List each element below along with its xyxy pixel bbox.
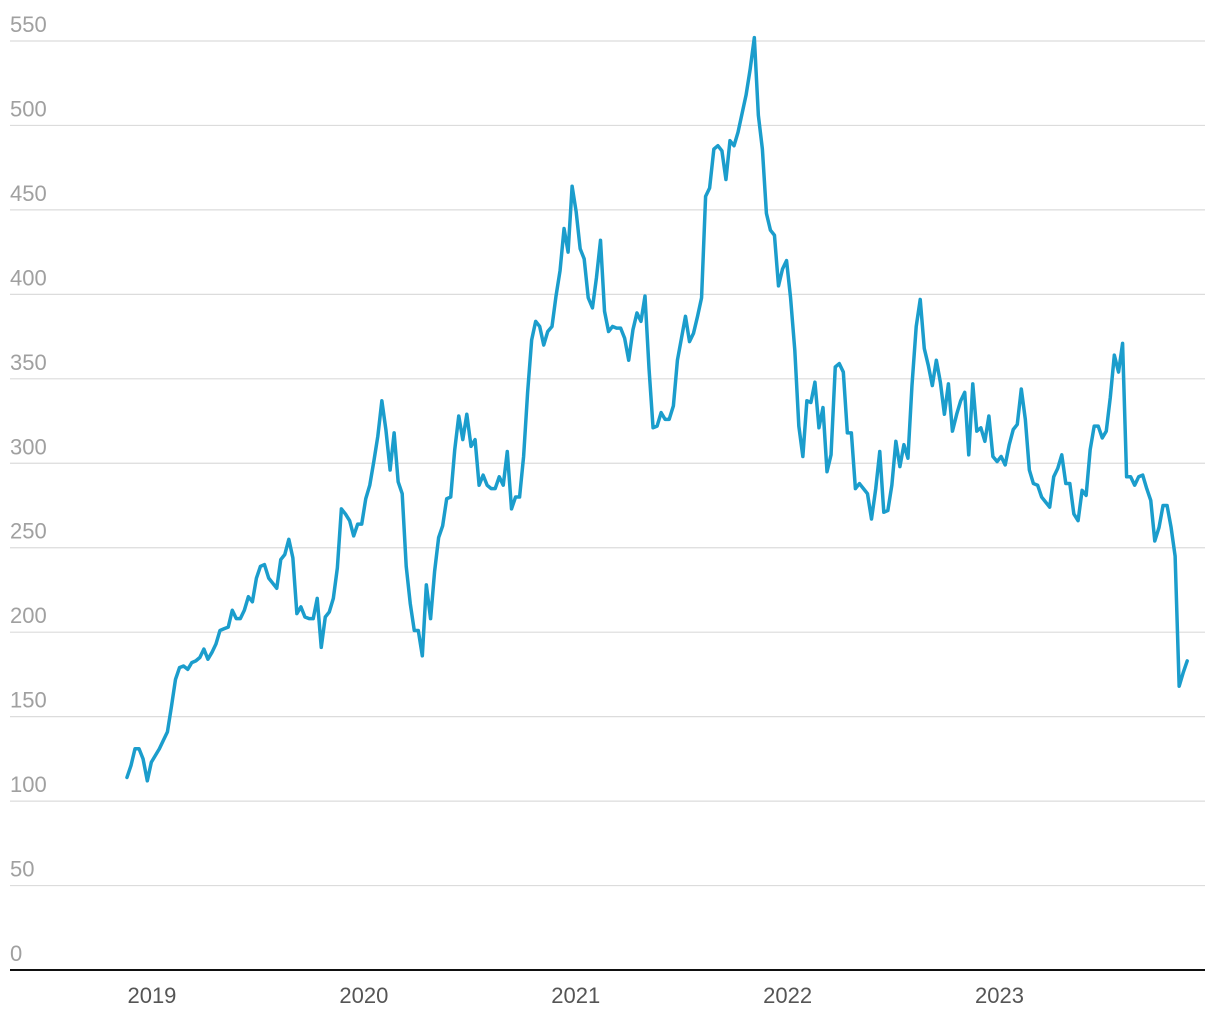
y-tick-label: 500 (10, 96, 47, 121)
x-tick-label: 2022 (763, 983, 812, 1008)
x-tick-label: 2023 (975, 983, 1024, 1008)
data-line (125, 35, 1189, 783)
y-tick-label: 400 (10, 265, 47, 290)
x-tick-label: 2021 (551, 983, 600, 1008)
y-tick-label: 200 (10, 603, 47, 628)
y-tick-label: 300 (10, 434, 47, 459)
y-tick-label: 50 (10, 857, 34, 882)
x-tick-label: 2019 (127, 983, 176, 1008)
y-tick-label: 450 (10, 181, 47, 206)
y-tick-label: 100 (10, 772, 47, 797)
y-tick-label: 150 (10, 688, 47, 713)
y-tick-label: 550 (10, 12, 47, 37)
y-tick-label: 350 (10, 350, 47, 375)
x-tick-label: 2020 (339, 983, 388, 1008)
y-tick-label: 250 (10, 519, 47, 544)
y-tick-label: 0 (10, 941, 22, 966)
